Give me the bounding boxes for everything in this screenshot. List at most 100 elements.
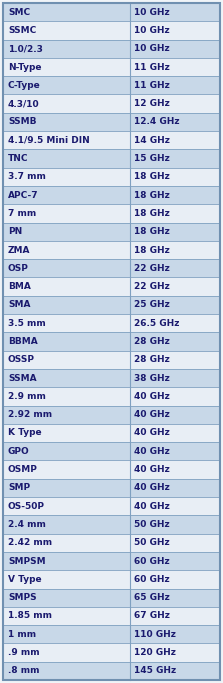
Text: SSMC: SSMC: [8, 26, 36, 35]
Text: 1 mm: 1 mm: [8, 630, 36, 639]
Text: 18 GHz: 18 GHz: [134, 191, 170, 199]
Text: 18 GHz: 18 GHz: [134, 209, 170, 218]
Bar: [130, 387, 220, 406]
Text: 2.42 mm: 2.42 mm: [8, 538, 52, 547]
Bar: [3, 40, 130, 58]
Text: 60 GHz: 60 GHz: [134, 557, 169, 566]
Bar: [3, 277, 130, 296]
Text: SMP: SMP: [8, 484, 30, 492]
Text: 11 GHz: 11 GHz: [134, 81, 170, 90]
Bar: [3, 570, 130, 589]
Text: OS-50P: OS-50P: [8, 502, 45, 511]
Text: OSMP: OSMP: [8, 465, 38, 474]
Bar: [3, 607, 130, 625]
Text: SMPS: SMPS: [8, 593, 37, 602]
Text: 40 GHz: 40 GHz: [134, 428, 170, 438]
Text: 1.85 mm: 1.85 mm: [8, 611, 52, 620]
Bar: [130, 333, 220, 350]
Text: 40 GHz: 40 GHz: [134, 484, 170, 492]
Text: 120 GHz: 120 GHz: [134, 648, 176, 657]
Bar: [3, 625, 130, 643]
Bar: [130, 497, 220, 516]
Text: TNC: TNC: [8, 154, 29, 163]
Text: 10 GHz: 10 GHz: [134, 26, 169, 35]
Text: 12 GHz: 12 GHz: [134, 99, 170, 108]
Text: 50 GHz: 50 GHz: [134, 538, 169, 547]
Text: APC-7: APC-7: [8, 191, 39, 199]
Bar: [130, 241, 220, 259]
Text: 2.9 mm: 2.9 mm: [8, 392, 46, 401]
Bar: [130, 131, 220, 150]
Bar: [130, 607, 220, 625]
Bar: [3, 497, 130, 516]
Bar: [130, 350, 220, 369]
Bar: [3, 552, 130, 570]
Bar: [3, 204, 130, 223]
Bar: [130, 296, 220, 314]
Bar: [130, 442, 220, 460]
Bar: [130, 460, 220, 479]
Text: 26.5 GHz: 26.5 GHz: [134, 319, 179, 328]
Text: 110 GHz: 110 GHz: [134, 630, 176, 639]
Text: 40 GHz: 40 GHz: [134, 465, 170, 474]
Bar: [3, 223, 130, 241]
Bar: [3, 21, 130, 40]
Text: ZMA: ZMA: [8, 245, 31, 255]
Bar: [3, 113, 130, 131]
Text: 38 GHz: 38 GHz: [134, 374, 170, 382]
Bar: [130, 40, 220, 58]
Bar: [130, 516, 220, 533]
Text: 145 GHz: 145 GHz: [134, 667, 176, 675]
Bar: [3, 167, 130, 186]
Text: SMC: SMC: [8, 8, 30, 16]
Text: .8 mm: .8 mm: [8, 667, 39, 675]
Bar: [130, 643, 220, 662]
Bar: [130, 167, 220, 186]
Text: 40 GHz: 40 GHz: [134, 447, 170, 456]
Text: 12.4 GHz: 12.4 GHz: [134, 117, 180, 126]
Bar: [130, 570, 220, 589]
Text: .9 mm: .9 mm: [8, 648, 40, 657]
Bar: [3, 460, 130, 479]
Text: 18 GHz: 18 GHz: [134, 227, 170, 236]
Bar: [130, 533, 220, 552]
Text: PN: PN: [8, 227, 22, 236]
Text: 4.3/10: 4.3/10: [8, 99, 40, 108]
Bar: [3, 662, 130, 680]
Bar: [130, 223, 220, 241]
Text: SSMA: SSMA: [8, 374, 37, 382]
Text: 67 GHz: 67 GHz: [134, 611, 170, 620]
Bar: [3, 58, 130, 76]
Bar: [3, 150, 130, 167]
Bar: [3, 94, 130, 113]
Text: V Type: V Type: [8, 575, 42, 584]
Text: BMA: BMA: [8, 282, 31, 291]
Text: 2.4 mm: 2.4 mm: [8, 520, 46, 529]
Text: 28 GHz: 28 GHz: [134, 337, 170, 346]
Bar: [130, 204, 220, 223]
Text: 22 GHz: 22 GHz: [134, 282, 170, 291]
Text: 3.5 mm: 3.5 mm: [8, 319, 46, 328]
Bar: [3, 131, 130, 150]
Text: 40 GHz: 40 GHz: [134, 410, 170, 419]
Text: 14 GHz: 14 GHz: [134, 136, 170, 145]
Bar: [3, 314, 130, 333]
Text: 1.0/2.3: 1.0/2.3: [8, 44, 43, 53]
Bar: [130, 479, 220, 497]
Bar: [3, 533, 130, 552]
Bar: [3, 296, 130, 314]
Bar: [3, 387, 130, 406]
Text: 7 mm: 7 mm: [8, 209, 36, 218]
Bar: [130, 259, 220, 277]
Text: OSSP: OSSP: [8, 355, 35, 364]
Bar: [130, 589, 220, 607]
Bar: [3, 333, 130, 350]
Bar: [3, 479, 130, 497]
Text: 3.7 mm: 3.7 mm: [8, 172, 46, 181]
Text: OSP: OSP: [8, 264, 29, 273]
Bar: [130, 314, 220, 333]
Bar: [130, 150, 220, 167]
Bar: [3, 350, 130, 369]
Bar: [130, 625, 220, 643]
Text: C-Type: C-Type: [8, 81, 41, 90]
